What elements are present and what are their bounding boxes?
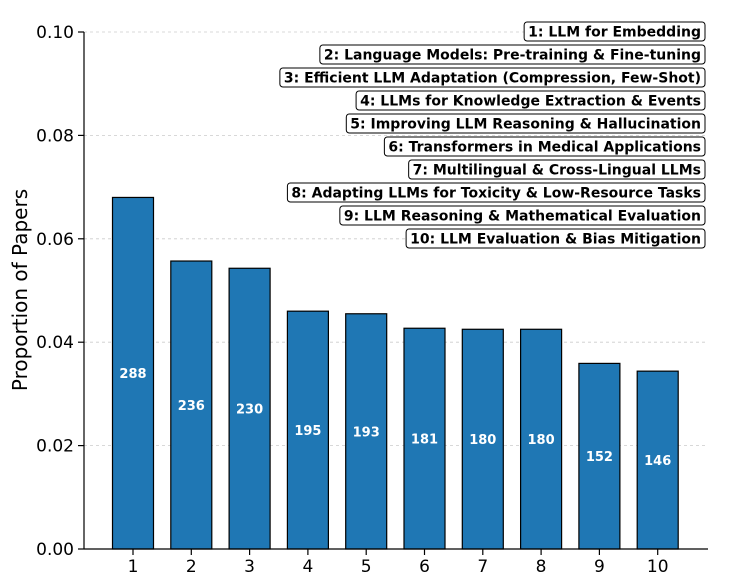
legend-box: [339, 205, 706, 226]
legend-label: 6: Transformers in Medical Applications: [388, 140, 701, 156]
x-tick-label: 2: [186, 557, 197, 577]
y-tick-label: 0.10: [36, 23, 74, 43]
legend-label: 5: Improving LLM Reasoning & Hallucinati…: [350, 117, 701, 133]
bar-count-label: 193: [353, 425, 380, 440]
bar: [228, 267, 271, 550]
x-tick-label: 9: [594, 557, 605, 577]
legend-label: 3: Efficient LLM Adaptation (Compression…: [284, 71, 701, 87]
x-tick-label: 5: [361, 557, 372, 577]
legend-box: [523, 21, 706, 42]
bars: [111, 196, 679, 550]
bar: [636, 370, 679, 550]
legend-entry: 6: Transformers in Medical Applications: [383, 136, 706, 157]
legend-entry: 4: LLMs for Knowledge Extraction & Event…: [355, 90, 706, 111]
legend-label: 9: LLM Reasoning & Mathematical Evaluati…: [344, 209, 701, 225]
legend-label: 8: Adapting LLMs for Toxicity & Low-Reso…: [291, 186, 701, 202]
bar: [111, 196, 155, 550]
bar-count-label: 180: [469, 433, 496, 448]
legend-box: [345, 113, 706, 134]
x-tick-label: 10: [647, 557, 669, 577]
bar-count-labels: 288 236 230 195 193 181 180 180 152 146: [119, 367, 671, 469]
legend-entry: 9: LLM Reasoning & Mathematical Evaluati…: [339, 205, 706, 226]
y-tick-label: 0.04: [36, 333, 74, 353]
legend-label: 7: Multilingual & Cross-Lingual LLMs: [413, 163, 701, 179]
legend-entry: 1: LLM for Embedding: [523, 21, 706, 42]
bar: [578, 362, 621, 550]
legend-entry: 2: Language Models: Pre-training & Fine-…: [319, 44, 706, 65]
x-tick-label: 6: [419, 557, 430, 577]
bar-count-label: 288: [119, 367, 146, 382]
legend-label: 2: Language Models: Pre-training & Fine-…: [324, 48, 701, 64]
bar-count-label: 236: [178, 399, 205, 414]
bar: [403, 327, 446, 550]
x-tick-label: 8: [536, 557, 547, 577]
x-tick-label: 7: [477, 557, 488, 577]
legend-entry: 3: Efficient LLM Adaptation (Compression…: [279, 67, 706, 88]
legend-entry: 10: LLM Evaluation & Bias Mitigation: [405, 228, 706, 249]
axes: [83, 32, 708, 550]
bar-count-label: 230: [236, 403, 263, 418]
bar-count-label: 195: [294, 424, 321, 439]
legend-box: [355, 90, 706, 111]
legend-box: [286, 182, 706, 203]
y-tick-label: 0.00: [36, 540, 74, 560]
x-ticks: 1 2 3 4 5 6 7 8 9 10: [128, 549, 669, 577]
legend-entry: 7: Multilingual & Cross-Lingual LLMs: [408, 159, 706, 180]
y-tick-label: 0.02: [36, 437, 74, 457]
bar-count-label: 152: [586, 450, 613, 465]
legend-box: [405, 228, 706, 249]
legend-box: [383, 136, 706, 157]
legend-box: [279, 67, 706, 88]
legend-entry: 5: Improving LLM Reasoning & Hallucinati…: [345, 113, 706, 134]
legend-box: [319, 44, 706, 65]
legend-entry: 8: Adapting LLMs for Toxicity & Low-Reso…: [286, 182, 706, 203]
y-tick-label: 0.06: [36, 230, 74, 250]
legend-label: 4: LLMs for Knowledge Extraction & Event…: [360, 94, 701, 110]
legend-box: [408, 159, 706, 180]
x-tick-label: 3: [244, 557, 255, 577]
legend-label: 10: LLM Evaluation & Bias Mitigation: [410, 232, 701, 248]
legend-label: 1: LLM for Embedding: [528, 25, 701, 41]
y-axis-label: Proportion of Papers: [8, 189, 32, 391]
y-tick-label: 0.08: [36, 126, 74, 146]
bar: [345, 313, 388, 550]
bar-count-label: 146: [644, 454, 671, 469]
y-ticks: 0.00 0.02 0.04 0.06 0.08 0.10: [36, 23, 84, 560]
x-tick-label: 1: [128, 557, 139, 577]
bar-count-label: 180: [528, 433, 555, 448]
legend: 1: LLM for Embedding 2: Language Models: …: [279, 21, 706, 249]
x-tick-label: 4: [302, 557, 313, 577]
bar: [170, 260, 213, 550]
bar: [286, 310, 329, 550]
bar-count-label: 181: [411, 433, 438, 448]
